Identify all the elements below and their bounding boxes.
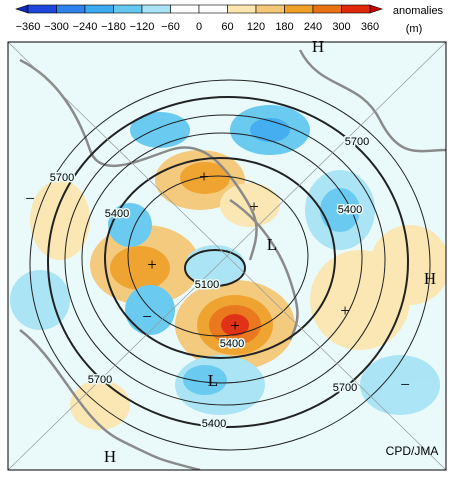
colorbar-label: 0 [196, 21, 202, 33]
colorbar-label: −240 [73, 21, 98, 33]
map-label: H [104, 447, 116, 466]
colorbar-segment [341, 4, 371, 14]
map-label: + [340, 301, 350, 320]
colorbar-segment [227, 4, 257, 14]
map-label: − [400, 375, 410, 394]
map-label: + [249, 197, 259, 216]
map-label: 5400 [105, 208, 129, 220]
colorbar-segment [284, 4, 314, 14]
colorbar-label: −180 [101, 21, 126, 33]
map-label: + [199, 167, 209, 186]
map-label: 5700 [345, 136, 369, 148]
map-label: − [142, 307, 152, 326]
unit: (m) [406, 23, 423, 35]
map-label: H [424, 269, 436, 288]
colorbar: −360 −300 −240 −180 −120 −60 0 60 120 180 240 300 36… [15, 4, 383, 33]
colorbar-label: 360 [361, 21, 379, 33]
colorbar-end [15, 4, 29, 14]
map-frame [7, 41, 447, 471]
map-label: H [312, 37, 324, 56]
map-label: 5700 [50, 172, 74, 184]
colorbar-label: −300 [44, 21, 69, 33]
map-label: L [267, 235, 277, 254]
map-labels: H H H L L + + + + + − − − 5700 5700 5700 5700 5400 5400 540… [25, 37, 436, 466]
colorbar-segment [56, 4, 86, 14]
map-label: 5400 [338, 204, 362, 216]
colorbar-label: −60 [161, 21, 180, 33]
map-label: 5700 [333, 382, 357, 394]
colorbar-label: 300 [332, 21, 350, 33]
map-label: 5400 [220, 338, 244, 350]
colorbar-segment [113, 4, 143, 14]
colorbar-label: 240 [304, 21, 322, 33]
map-area [8, 42, 446, 470]
map-label: 5700 [88, 374, 112, 386]
credit: CPD/JMA [386, 444, 439, 458]
colorbar-segment [198, 4, 228, 14]
map-label: + [230, 316, 240, 335]
map-label: − [25, 189, 35, 208]
map-label: L [208, 371, 218, 390]
colorbar-segment [141, 4, 171, 14]
colorbar-label: −360 [16, 21, 41, 33]
colorbar-label: 120 [247, 21, 265, 33]
unit-title: anomalies [393, 5, 444, 17]
colorbar-label: −120 [130, 21, 155, 33]
colorbar-end [369, 4, 383, 14]
map-label: + [147, 255, 157, 274]
colorbar-label: 180 [275, 21, 293, 33]
map-label: 5100 [195, 279, 219, 291]
colorbar-segment [84, 4, 114, 14]
colorbar-segment [312, 4, 342, 14]
colorbar-segment [27, 4, 57, 14]
map-label: 5400 [202, 418, 226, 430]
colorbar-label: 60 [221, 21, 233, 33]
colorbar-segment [170, 4, 200, 14]
colorbar-segment [255, 4, 285, 14]
